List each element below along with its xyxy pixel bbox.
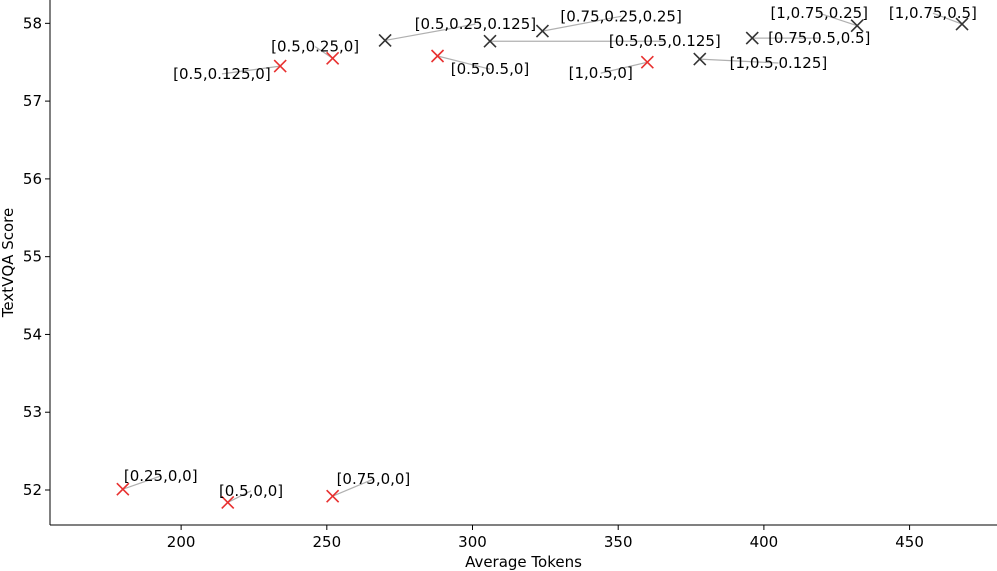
annotation-connector: [542, 15, 622, 32]
y-tick-label: 56: [23, 170, 42, 188]
point-annotation-label: [1,0.5,0.125]: [730, 54, 828, 72]
x-tick-label: 400: [750, 533, 779, 551]
data-point-marker: [116, 482, 130, 496]
annotation-connectors: [122, 12, 963, 503]
point-annotation-label: [0.75,0,0]: [337, 470, 411, 488]
plot-axes: [49, 0, 997, 526]
y-axis-label: TextVQA Score: [0, 208, 17, 318]
data-point-marker: [326, 489, 340, 503]
x-tick-label: 250: [312, 533, 341, 551]
y-tick-label: 54: [23, 325, 42, 343]
point-annotation-label: [0.5,0.5,0.125]: [609, 32, 721, 50]
point-annotation-label: [0.75,0.5,0.5]: [768, 29, 870, 47]
point-annotation-label: [0.25,0,0]: [124, 467, 198, 485]
data-point-marker: [483, 34, 497, 48]
data-markers: [116, 17, 969, 510]
y-tick-label: 52: [23, 481, 42, 499]
point-annotation-label: [0.5,0.25,0]: [271, 38, 359, 56]
y-tick-label: 53: [23, 403, 42, 421]
annotation-connector: [122, 475, 161, 490]
x-tick-label: 300: [458, 533, 487, 551]
y-ticks: 52 53 54 55 56 57 58: [23, 14, 50, 499]
point-annotation-label: [0.75,0.25,0.25]: [560, 7, 681, 25]
annotation-connector: [932, 12, 963, 25]
y-tick-label: 57: [23, 92, 42, 110]
data-point-marker: [326, 51, 340, 65]
data-point-marker: [535, 24, 550, 38]
x-tick-label: 450: [895, 533, 924, 551]
annotation-connector: [384, 23, 476, 42]
data-point-marker: [850, 19, 864, 33]
annotation-labels: [0.25,0,0] [0.5,0,0] [0.75,0,0] [0.5,0.125,…: [124, 4, 977, 500]
x-axis-label: Average Tokens: [465, 553, 582, 571]
annotation-connector: [221, 65, 281, 75]
point-annotation-label: [0.5,0.5,0]: [451, 60, 530, 78]
data-point-marker: [955, 17, 969, 31]
annotation-connector: [227, 490, 252, 503]
data-point-marker: [221, 495, 235, 510]
data-point-marker: [273, 59, 287, 73]
x-tick-label: 200: [167, 533, 196, 551]
point-annotation-label: [1,0.75,0.25]: [770, 4, 868, 22]
data-point-marker: [430, 49, 445, 63]
point-annotation-label: [0.5,0.25,0.125]: [415, 15, 536, 33]
x-tick-label: 350: [604, 533, 633, 551]
annotation-connector: [819, 12, 858, 27]
x-ticks: 200 250 300 350 400 450: [167, 525, 924, 551]
data-point-marker: [640, 55, 654, 69]
point-annotation-label: [0.5,0,0]: [219, 482, 283, 500]
y-tick-label: 58: [23, 14, 42, 32]
point-annotation-label: [1,0.5,0]: [569, 64, 633, 82]
data-point-marker: [745, 31, 759, 45]
point-annotation-label: [0.5,0.125,0]: [173, 65, 271, 83]
point-annotation-label: [1,0.75,0.5]: [889, 4, 977, 22]
y-tick-label: 55: [23, 248, 42, 266]
annotation-connector: [699, 58, 779, 64]
data-point-marker: [693, 52, 707, 66]
annotation-connector: [600, 61, 648, 74]
data-point-marker: [378, 33, 392, 48]
annotation-connector: [332, 478, 374, 497]
annotation-connector: [437, 55, 491, 70]
